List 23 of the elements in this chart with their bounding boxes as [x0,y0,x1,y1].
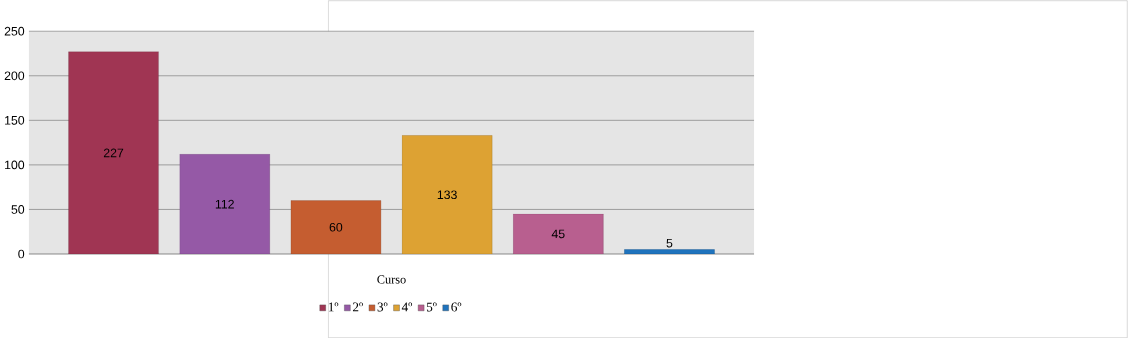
legend-label: 2º [352,302,363,312]
y-tick-label: 150 [5,115,25,125]
y-tick-label: 250 [4,26,25,36]
y-tick-label: 0 [18,249,25,259]
legend-label: 5º [426,302,437,312]
x-tick-label: Curso [377,275,406,284]
data-label: 112 [215,199,234,209]
data-label: 133 [437,190,457,199]
y-tick-label: 200 [4,71,25,80]
bar [401,135,493,254]
bar [179,153,270,254]
data-label: 227 [103,148,124,157]
data-label: 5 [666,238,673,248]
bar [513,213,604,254]
y-tick-label: 50 [11,204,25,214]
data-label: 60 [329,222,343,232]
legend-label: 1º [328,302,339,312]
legend-label: 3º [377,302,388,312]
data-label: 45 [551,229,565,239]
legend-label: 4º [401,302,413,312]
bar [624,249,715,254]
legend-label: 6º [451,302,462,312]
y-tick-label: 100 [5,160,25,170]
